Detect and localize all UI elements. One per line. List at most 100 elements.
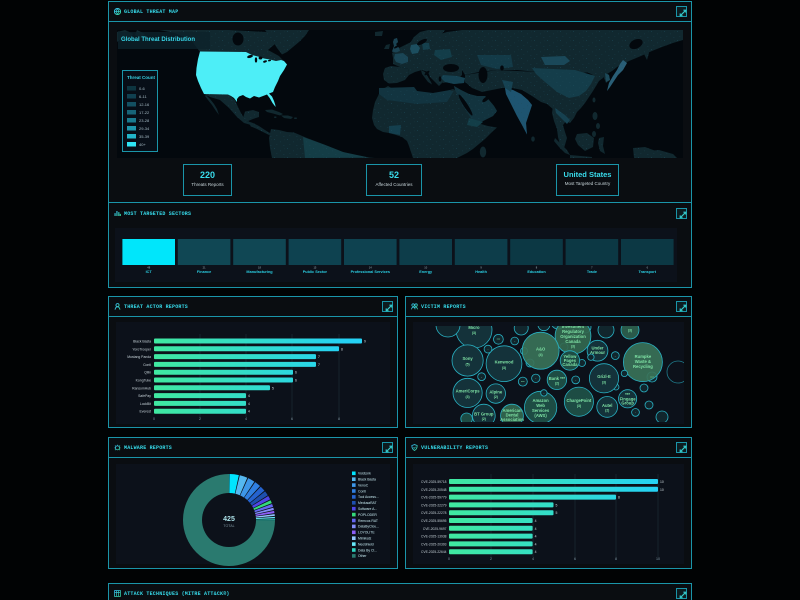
- svg-text:8: 8: [615, 557, 617, 561]
- svg-text:Organization: Organization: [560, 334, 586, 339]
- svg-text:4: 4: [248, 394, 250, 398]
- svg-text:BT Group: BT Group: [474, 412, 494, 417]
- svg-text:Kenwood: Kenwood: [495, 360, 514, 365]
- svg-text:Conti: Conti: [143, 363, 151, 367]
- svg-text:7: 7: [591, 266, 593, 270]
- svg-text:Conti: Conti: [358, 489, 366, 493]
- svg-text:-: -: [481, 375, 482, 379]
- svg-text:Autel: Autel: [602, 403, 612, 408]
- svg-text:(5): (5): [466, 363, 470, 367]
- svg-text:CVE-2025-59779: CVE-2025-59779: [421, 496, 447, 500]
- svg-text:Professional Services: Professional Services: [351, 270, 390, 274]
- svg-text:Canada: Canada: [565, 339, 581, 344]
- svg-text:DataByClou...: DataByClou...: [358, 525, 379, 529]
- svg-text:CVE-2025-20393: CVE-2025-20393: [421, 542, 447, 546]
- svg-text:CVE-2025-22644: CVE-2025-22644: [421, 550, 447, 554]
- svg-text:MedusaRAT: MedusaRAT: [358, 501, 377, 505]
- svg-text:21: 21: [203, 266, 206, 270]
- svg-text:YoroTrooper: YoroTrooper: [132, 347, 151, 351]
- svg-text:Other: Other: [358, 554, 367, 558]
- svg-text:CVE-2025-22278: CVE-2025-22278: [421, 511, 447, 515]
- svg-text:Amazon: Amazon: [532, 398, 549, 403]
- svg-text:-: -: [615, 354, 616, 358]
- svg-text:SafePay: SafePay: [138, 394, 151, 398]
- svg-text:Transport: Transport: [639, 270, 657, 274]
- svg-text:(3): (3): [472, 331, 476, 335]
- svg-text:Recycling: Recycling: [633, 364, 653, 369]
- svg-text:8: 8: [338, 417, 340, 421]
- svg-text:-: -: [635, 411, 636, 415]
- svg-text:4: 4: [245, 417, 247, 421]
- svg-text:(4): (4): [539, 353, 543, 357]
- svg-text:KongTuke: KongTuke: [136, 379, 151, 383]
- svg-text:NeoShield: NeoShield: [358, 542, 374, 546]
- svg-text:Canada: Canada: [562, 362, 578, 367]
- svg-text:(3): (3): [571, 345, 575, 349]
- svg-text:4: 4: [535, 527, 537, 531]
- svg-text:4: 4: [248, 410, 250, 414]
- svg-text:12-16: 12-16: [139, 102, 150, 107]
- svg-text:CVE-2025-13938: CVE-2025-13938: [421, 535, 447, 539]
- svg-text:(2): (2): [482, 417, 486, 421]
- svg-text:0-6: 0-6: [139, 86, 146, 91]
- svg-text:4: 4: [248, 402, 250, 406]
- svg-text:ICT: ICT: [146, 270, 153, 274]
- svg-text:(3): (3): [628, 329, 632, 333]
- svg-text:RansomHub: RansomHub: [132, 386, 151, 390]
- svg-text:6: 6: [291, 417, 293, 421]
- svg-text:LockBit: LockBit: [140, 402, 151, 406]
- svg-text:-: -: [575, 378, 576, 382]
- svg-text:Services: Services: [532, 408, 550, 413]
- svg-text:8: 8: [536, 266, 538, 270]
- svg-text:(2): (2): [605, 409, 609, 413]
- svg-text:A&O: A&O: [536, 347, 546, 352]
- svg-text:6-11: 6-11: [139, 94, 147, 99]
- svg-text:-: -: [535, 377, 536, 381]
- svg-text:-: -: [514, 339, 515, 343]
- svg-text:Bank ***: Bank ***: [549, 376, 566, 381]
- svg-text:Energy: Energy: [419, 270, 433, 274]
- svg-text:2: 2: [199, 417, 201, 421]
- svg-text:Software A...: Software A...: [358, 507, 377, 511]
- svg-text:LOYOLITE: LOYOLITE: [358, 531, 375, 535]
- svg-text:Rumpke: Rumpke: [635, 354, 652, 359]
- svg-text:5: 5: [272, 386, 274, 390]
- svg-text:9: 9: [364, 340, 366, 344]
- svg-text:23-28: 23-28: [139, 118, 150, 123]
- svg-text:Remcos RAT: Remcos RAT: [358, 519, 378, 523]
- svg-text:Qilin: Qilin: [144, 371, 151, 375]
- svg-text:4: 4: [535, 550, 537, 554]
- svg-text:***: ***: [497, 338, 501, 342]
- svg-text:17-22: 17-22: [139, 110, 150, 115]
- svg-text:***: ***: [650, 376, 654, 380]
- svg-text:VenoC: VenoC: [358, 483, 369, 487]
- svg-text:6: 6: [574, 557, 576, 561]
- svg-text:8: 8: [618, 496, 620, 500]
- svg-text:-: -: [488, 347, 489, 351]
- svg-text:Black Basta: Black Basta: [358, 478, 376, 482]
- svg-text:7: 7: [318, 363, 320, 367]
- svg-text:(2): (2): [555, 382, 559, 386]
- svg-text:6: 6: [295, 379, 297, 383]
- svg-text:Armour: Armour: [590, 350, 605, 355]
- svg-text:Fingage: Fingage: [620, 397, 637, 402]
- svg-text:0: 0: [448, 557, 450, 561]
- svg-text:American: American: [502, 408, 522, 413]
- svg-text:Sony: Sony: [462, 356, 473, 361]
- svg-text:5: 5: [556, 511, 558, 515]
- svg-text:Everest: Everest: [140, 410, 152, 414]
- svg-text:Mimikatz: Mimikatz: [358, 537, 372, 541]
- svg-text:ChargePoint: ChargePoint: [566, 398, 591, 403]
- svg-text:CVE-2025-20548: CVE-2025-20548: [421, 488, 447, 492]
- svg-text:Waste &: Waste &: [635, 359, 651, 364]
- svg-text:(3): (3): [502, 366, 506, 370]
- svg-text:***: ***: [625, 392, 630, 397]
- svg-text:10: 10: [424, 266, 427, 270]
- svg-text:5: 5: [556, 503, 558, 507]
- svg-text:(3): (3): [602, 381, 606, 385]
- svg-text:Tool Access...: Tool Access...: [358, 495, 379, 499]
- svg-text:(3): (3): [466, 395, 470, 399]
- svg-text:48: 48: [147, 266, 150, 270]
- svg-text:Investment: Investment: [562, 324, 585, 329]
- svg-text:Public Sector: Public Sector: [303, 270, 328, 274]
